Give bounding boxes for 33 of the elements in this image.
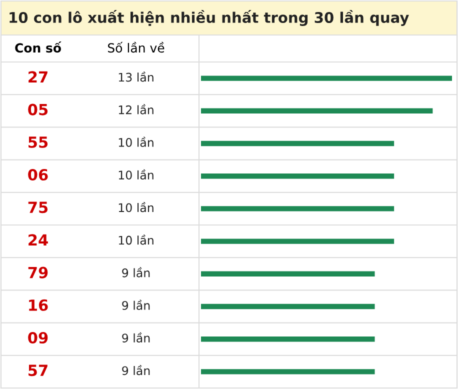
bar: [201, 140, 394, 146]
data-label: 10 lần: [118, 169, 154, 180]
data-label: 9 lần: [122, 364, 150, 376]
bar: [201, 238, 394, 244]
data-label: 9 lần: [122, 300, 150, 310]
y-tick-label: 16: [29, 299, 48, 311]
bar: [201, 271, 375, 277]
data-label: 10 lần: [118, 234, 154, 245]
data-label: 9 lần: [122, 332, 150, 343]
bar: [201, 206, 394, 212]
y-tick-label: 27: [28, 71, 48, 83]
y-tick-label: 05: [28, 104, 48, 116]
bar: [201, 76, 452, 81]
y-tick-label: 09: [28, 332, 48, 344]
y-tick-label: 55: [28, 136, 48, 148]
bar: [201, 369, 375, 374]
bar: [201, 108, 433, 114]
y-tick-label: 75: [28, 202, 48, 214]
bar: [201, 304, 375, 310]
y-tick-label: 79: [28, 266, 48, 278]
y-tick-label: 57: [28, 364, 48, 376]
data-label: 9 lần: [122, 267, 150, 278]
x-axis-title: Số lần về: [108, 42, 164, 53]
chart-title: 10 con lô xuất hiện nhiều nhất trong 30 lần quay: [10, 10, 409, 26]
bar: [201, 173, 394, 179]
data-label: 10 lần: [118, 136, 154, 147]
y-axis-title: Con số: [15, 42, 62, 53]
data-label: 12 lần: [118, 104, 154, 114]
bar: [201, 336, 375, 342]
y-tick-label: 24: [28, 234, 48, 246]
y-tick-label: 06: [28, 168, 48, 181]
data-label: 10 lần: [118, 202, 154, 212]
data-label: 13 lần: [118, 72, 154, 82]
